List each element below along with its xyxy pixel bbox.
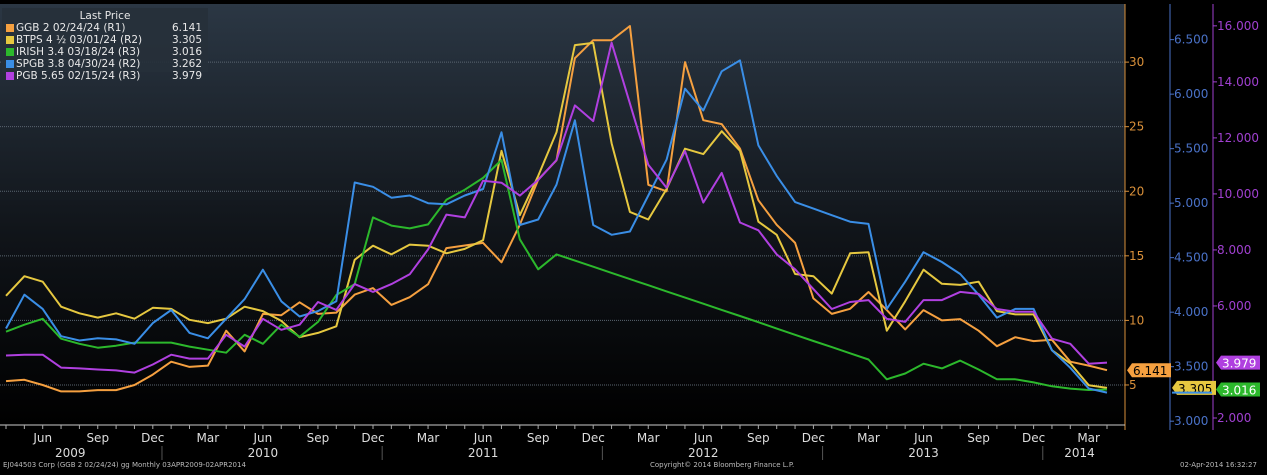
- axis-tick-label: 4.500: [1174, 251, 1208, 265]
- axis-tick-label: 6.000: [1217, 299, 1251, 313]
- x-month-label: Jun: [473, 431, 493, 445]
- axis-tick-label: 3.500: [1174, 360, 1208, 374]
- legend-title: Last Price: [79, 10, 131, 22]
- x-month-label: Jun: [253, 431, 273, 445]
- axis-tick-label: 6.000: [1174, 87, 1208, 101]
- axis-tick-label: 3.000: [1174, 414, 1208, 428]
- timestamp-footer: 02-Apr-2014 16:32:27: [1180, 461, 1257, 469]
- copyright-footer: Copyright© 2014 Bloomberg Finance L.P.: [650, 461, 795, 469]
- x-month-label: Dec: [1022, 431, 1045, 445]
- x-month-label: Sep: [747, 431, 770, 445]
- legend-entry-value: 3.016: [171, 46, 202, 58]
- legend-entry: SPGB 3.8 04/30/24 (R2) 3.262: [2, 58, 208, 70]
- axis-tick-label: 30: [1129, 55, 1144, 69]
- x-month-label: Jun: [913, 431, 933, 445]
- last-value-tag: [1216, 382, 1260, 397]
- security-footer: EJ044503 Corp (GGB 2 02/24/24) gg Monthl…: [3, 461, 246, 469]
- legend-entry-name: BTPS 4 ½ 03/01/24 (R2): [16, 34, 143, 46]
- axis-tick-label: 2.000: [1217, 411, 1251, 425]
- series-line-irish: [5, 159, 1108, 391]
- last-value-label: 6.141: [1133, 364, 1167, 378]
- x-year-label: 2010: [248, 446, 279, 460]
- legend: Last Price GGB 2 02/24/24 (R1) 6.141 BTPS …: [2, 8, 208, 82]
- x-month-label: Sep: [967, 431, 990, 445]
- legend-swatch: [6, 36, 14, 44]
- x-month-label: Jun: [693, 431, 713, 445]
- series-line-btps: [5, 41, 1108, 389]
- axis-tick-label: 8.000: [1217, 243, 1251, 257]
- axis-tick-label: 12.000: [1217, 131, 1259, 145]
- axis-tick-label: 14.000: [1217, 75, 1259, 89]
- legend-entry-name: PGB 5.65 02/15/24 (R3): [16, 70, 141, 82]
- last-value-label: 3.305: [1178, 382, 1212, 396]
- legend-entry: GGB 2 02/24/24 (R1) 6.141: [2, 22, 208, 34]
- last-value-label: 3.979: [1222, 357, 1256, 371]
- legend-swatch: [6, 60, 14, 68]
- axis-tick-label: 4.000: [1174, 305, 1208, 319]
- axis-tick-label: 16.000: [1217, 19, 1259, 33]
- last-value-tag: [1127, 363, 1171, 378]
- series-line-spgb: [5, 59, 1108, 394]
- legend-swatch: [6, 24, 14, 32]
- x-month-label: Sep: [86, 431, 109, 445]
- x-year-label: 2009: [55, 446, 86, 460]
- x-month-label: Mar: [197, 431, 220, 445]
- x-year-label: 2014: [1064, 446, 1095, 460]
- last-value-tag: [1216, 355, 1260, 370]
- legend-entry-name: GGB 2 02/24/24 (R1): [16, 22, 126, 34]
- axis-tick-label: 6.500: [1174, 33, 1208, 47]
- axis-tick-label: 10: [1129, 313, 1144, 327]
- x-month-label: Jun: [32, 431, 52, 445]
- axis-tick-label: 25: [1129, 120, 1144, 134]
- legend-entry-value: 3.305: [171, 34, 202, 46]
- axis-tick-label: 5.500: [1174, 142, 1208, 156]
- legend-entry: BTPS 4 ½ 03/01/24 (R2) 3.305: [2, 34, 208, 46]
- x-month-label: Mar: [1077, 431, 1100, 445]
- axis-tick-label: 5.000: [1174, 196, 1208, 210]
- x-month-label: Sep: [307, 431, 330, 445]
- legend-entry: IRISH 3.4 03/18/24 (R3) 3.016: [2, 46, 208, 58]
- series-line-pgb: [5, 41, 1108, 374]
- axis-tick-label: 20: [1129, 184, 1144, 198]
- x-month-label: Dec: [361, 431, 384, 445]
- x-month-label: Mar: [637, 431, 660, 445]
- x-month-label: Mar: [417, 431, 440, 445]
- last-value-tag: [1172, 380, 1216, 395]
- legend-entry: PGB 5.65 02/15/24 (R3) 3.979: [2, 70, 208, 82]
- x-year-label: 2011: [468, 446, 499, 460]
- legend-swatch: [6, 48, 14, 56]
- x-month-label: Dec: [802, 431, 825, 445]
- legend-entry-value: 3.979: [171, 70, 202, 82]
- legend-entry-value: 3.262: [171, 58, 202, 70]
- x-month-label: Sep: [527, 431, 550, 445]
- x-year-label: 2013: [908, 446, 939, 460]
- legend-entry-name: SPGB 3.8 04/30/24 (R2): [16, 58, 141, 70]
- x-month-label: Dec: [141, 431, 164, 445]
- last-value-label: 3.016: [1222, 384, 1256, 398]
- x-year-label: 2012: [688, 446, 719, 460]
- x-month-label: Mar: [857, 431, 880, 445]
- axis-tick-label: 10.000: [1217, 187, 1259, 201]
- legend-entry-value: 6.141: [171, 22, 202, 34]
- legend-entry-name: IRISH 3.4 03/18/24 (R3): [16, 46, 141, 58]
- legend-swatch: [6, 72, 14, 80]
- axis-tick-label: 15: [1129, 249, 1144, 263]
- x-month-label: Dec: [582, 431, 605, 445]
- plot-area: [0, 4, 1125, 425]
- axis-tick-label: 5: [1129, 378, 1137, 392]
